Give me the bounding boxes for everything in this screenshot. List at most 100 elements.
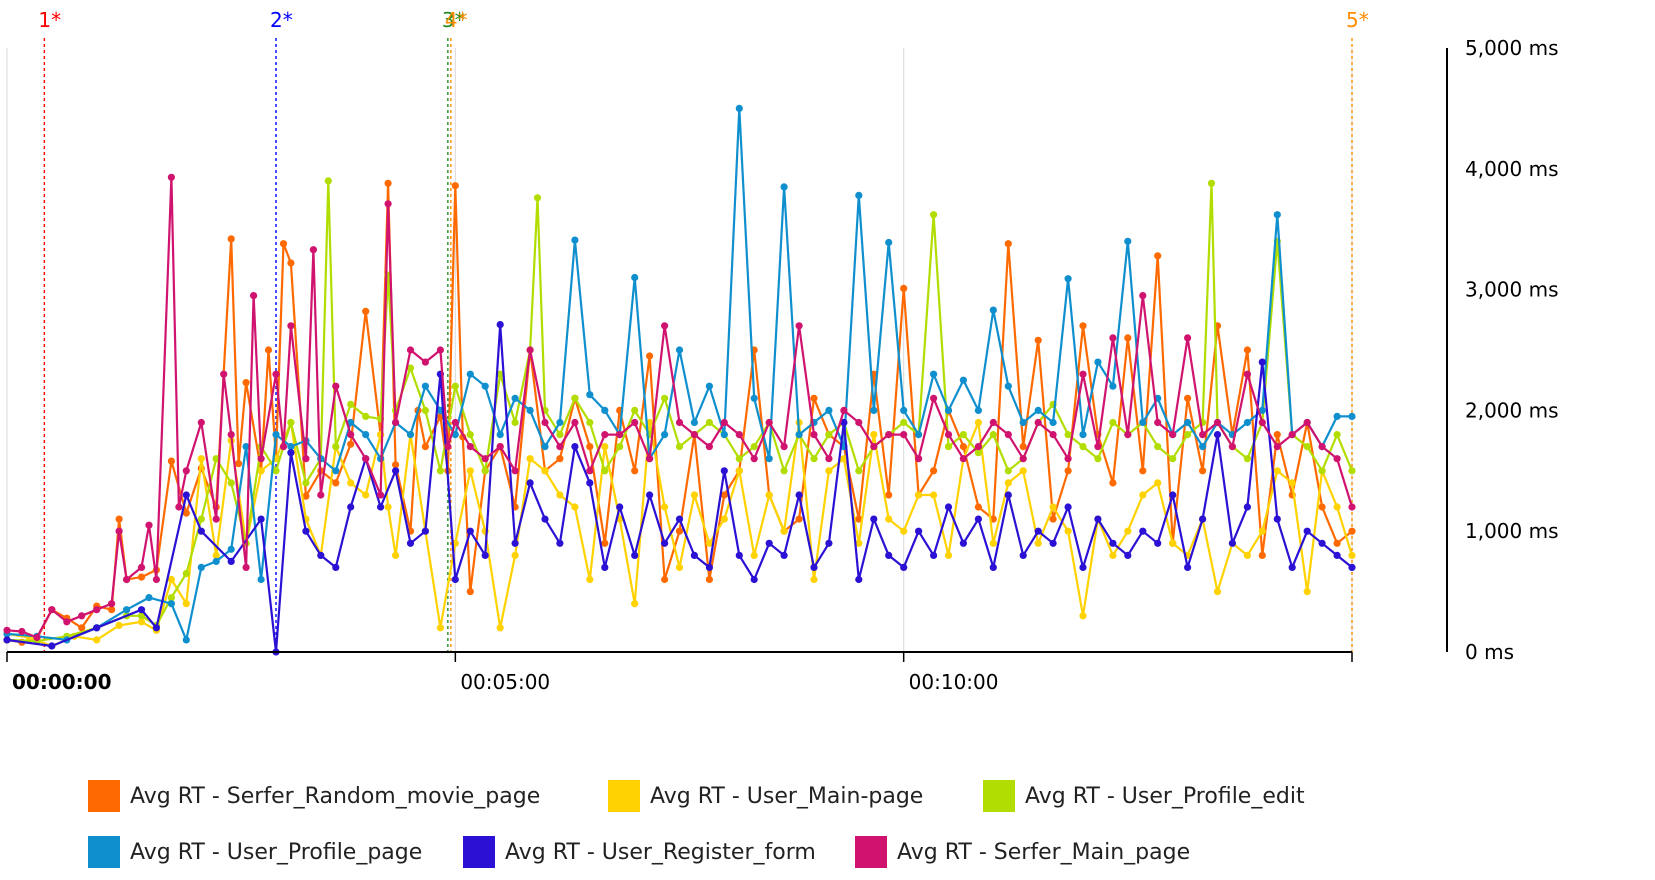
data-point	[705, 539, 714, 547]
data-point	[3, 626, 11, 634]
data-point	[1243, 503, 1251, 511]
data-point	[1049, 503, 1057, 511]
data-point	[302, 455, 310, 463]
data-point	[944, 551, 953, 560]
data-point	[974, 418, 983, 427]
legend-item-serfer-random-movie-page[interactable]: Avg RT - Serfer_Random_movie_page	[88, 780, 608, 812]
data-point	[287, 322, 295, 330]
data-point	[750, 551, 758, 560]
data-point	[481, 467, 489, 475]
data-point	[421, 382, 429, 390]
legend-item-user-main-page[interactable]: Avg RT - User_Main-page	[608, 780, 983, 812]
data-point	[1154, 418, 1162, 427]
legend-item-user-profile-edit[interactable]: Avg RT - User_Profile_edit	[983, 780, 1383, 812]
data-point	[1034, 527, 1042, 535]
data-point	[242, 379, 250, 387]
x-tick-label: 00:00:00	[12, 670, 112, 694]
data-point	[152, 575, 160, 584]
data-point	[1019, 418, 1027, 427]
data-point	[377, 491, 385, 499]
data-point	[48, 606, 56, 614]
data-point	[33, 633, 41, 642]
data-point	[1348, 551, 1356, 560]
data-point	[1273, 443, 1281, 451]
data-point	[324, 177, 332, 185]
data-point	[900, 431, 908, 439]
data-point	[182, 467, 190, 475]
data-point	[885, 238, 893, 247]
data-point	[1258, 551, 1266, 560]
data-point	[1228, 443, 1236, 451]
data-point	[451, 382, 459, 390]
data-point	[795, 491, 803, 499]
data-point	[1318, 443, 1326, 451]
data-point	[705, 563, 714, 572]
data-point	[466, 467, 474, 475]
data-point	[1004, 382, 1012, 390]
legend-item-serfer-main-page[interactable]: Avg RT - Serfer_Main_page	[855, 836, 1255, 868]
data-point	[601, 431, 609, 439]
data-point	[384, 200, 392, 208]
x-tick-label: 00:10:00	[909, 670, 999, 694]
legend-swatch	[88, 836, 120, 868]
data-point	[272, 370, 280, 378]
data-point	[182, 600, 190, 608]
data-point	[1243, 551, 1251, 560]
data-point	[900, 563, 908, 572]
data-point	[137, 606, 146, 614]
data-point	[974, 503, 983, 511]
data-point	[1333, 503, 1341, 511]
data-point	[137, 573, 146, 581]
data-point	[571, 503, 579, 511]
data-point	[1019, 443, 1027, 451]
data-point	[1213, 418, 1222, 427]
data-point	[1213, 431, 1222, 439]
data-point	[586, 418, 594, 427]
data-point	[347, 431, 355, 439]
legend-item-user-register-form[interactable]: Avg RT - User_Register_form	[463, 836, 855, 868]
data-point	[959, 443, 968, 451]
data-point	[287, 443, 295, 451]
data-point	[257, 515, 265, 523]
data-point	[885, 515, 893, 523]
data-point	[959, 431, 968, 439]
data-point	[631, 600, 639, 608]
data-point	[1243, 455, 1251, 463]
data-point	[1079, 563, 1087, 572]
data-point	[272, 431, 280, 439]
data-point	[690, 418, 699, 427]
data-point	[586, 575, 594, 584]
data-point	[526, 346, 534, 354]
data-point	[780, 527, 788, 535]
data-point	[915, 455, 923, 463]
data-point	[1348, 467, 1356, 475]
data-point	[675, 527, 684, 535]
event-marker-label: 1*	[38, 8, 61, 32]
data-point	[466, 588, 474, 596]
data-point	[1109, 334, 1117, 342]
data-point	[974, 515, 983, 523]
data-point	[705, 418, 714, 427]
legend-item-user-profile-page[interactable]: Avg RT - User_Profile_page	[88, 836, 463, 868]
data-point	[780, 443, 788, 451]
data-point	[631, 273, 639, 282]
data-point	[332, 479, 340, 487]
data-point	[137, 563, 146, 572]
data-point	[496, 624, 504, 632]
data-point	[1079, 443, 1087, 451]
data-point	[959, 376, 968, 384]
data-point	[1079, 370, 1087, 378]
data-point	[421, 358, 429, 366]
data-point	[108, 606, 116, 614]
data-point	[571, 236, 579, 244]
data-point	[347, 479, 355, 487]
data-point	[675, 346, 684, 354]
y-tick-label: 4,000 ms	[1465, 157, 1559, 181]
data-point	[989, 563, 997, 572]
data-point	[586, 467, 594, 475]
data-point	[1333, 539, 1341, 547]
data-point	[511, 418, 519, 427]
data-point	[115, 527, 123, 535]
data-point	[1004, 491, 1012, 499]
data-point	[690, 491, 699, 499]
